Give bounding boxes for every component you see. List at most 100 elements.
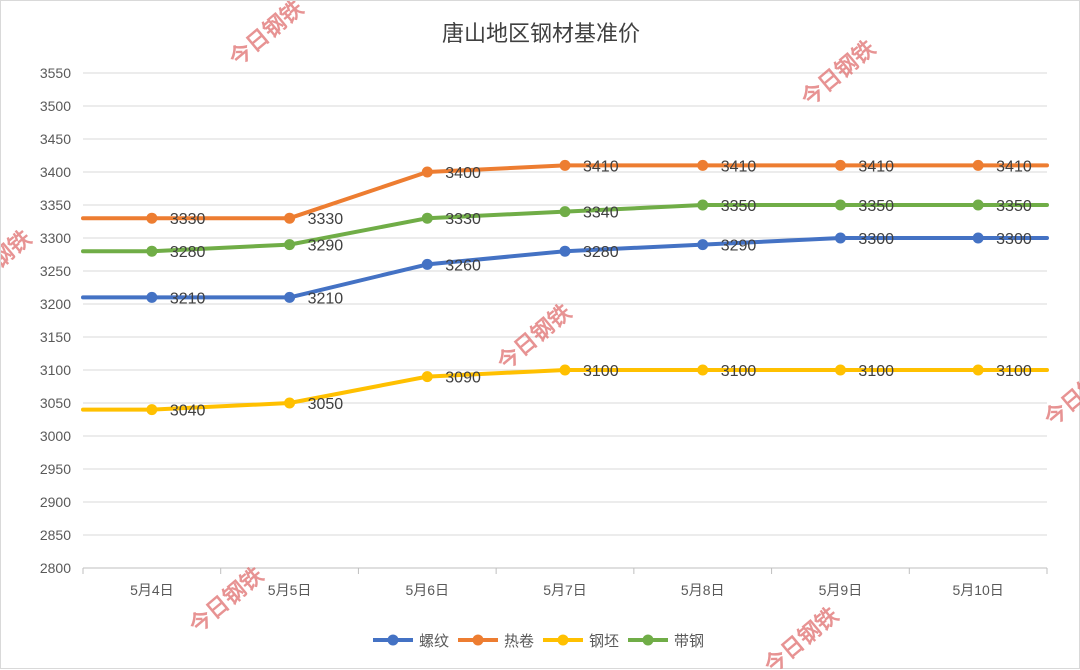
- data-label: 3410: [996, 158, 1032, 175]
- legend-marker: [557, 634, 569, 646]
- data-point[interactable]: [559, 364, 571, 376]
- data-point[interactable]: [559, 245, 571, 257]
- x-axis-tick-labels: 5月4日 5月5日 5月6日 5月7日 5月8日 5月9日 5月10日: [130, 582, 1004, 598]
- y-tick-label: 3350: [40, 197, 71, 213]
- x-tick-label: 5月4日: [130, 582, 174, 598]
- y-tick-label: 3500: [40, 98, 71, 114]
- y-tick-label: 3300: [40, 230, 71, 246]
- y-tick-label: 2800: [40, 560, 71, 576]
- data-point[interactable]: [559, 206, 571, 218]
- data-label: 3260: [445, 257, 481, 274]
- legend-label: 热卷: [504, 632, 534, 650]
- data-label: 3400: [445, 165, 481, 182]
- data-point[interactable]: [284, 291, 296, 303]
- data-label: 3100: [583, 363, 619, 380]
- data-label: 3210: [170, 290, 206, 307]
- watermark: 今日钢铁: [796, 35, 880, 111]
- y-axis-tick-labels: 2800 2850 2900 2950 3000 3050 3100 3150 3200 3250…: [40, 65, 71, 576]
- data-point[interactable]: [697, 159, 709, 171]
- data-point[interactable]: [972, 159, 984, 171]
- legend-marker: [387, 634, 399, 646]
- data-label: 3300: [996, 231, 1032, 248]
- y-tick-label: 3100: [40, 362, 71, 378]
- data-point[interactable]: [421, 258, 433, 270]
- watermark: 今日钢铁: [224, 1, 308, 72]
- data-label: 3090: [445, 370, 481, 387]
- series-line[interactable]: [81, 368, 1049, 412]
- y-tick-label: 3150: [40, 329, 71, 345]
- data-label: 3410: [721, 158, 757, 175]
- y-tick-label: 3400: [40, 164, 71, 180]
- data-point[interactable]: [972, 232, 984, 244]
- y-tick-label: 2900: [40, 494, 71, 510]
- x-tick-label: 5月10日: [952, 582, 1003, 598]
- data-point[interactable]: [284, 239, 296, 251]
- data-point[interactable]: [421, 166, 433, 178]
- data-label: 3040: [170, 403, 206, 420]
- data-label: 3410: [858, 158, 894, 175]
- data-point[interactable]: [834, 199, 846, 211]
- data-label: 3210: [308, 290, 344, 307]
- data-point[interactable]: [697, 239, 709, 251]
- data-point[interactable]: [421, 371, 433, 383]
- watermark: 今日钢铁: [1039, 355, 1080, 431]
- watermark: 今日钢铁: [492, 299, 576, 375]
- y-tick-label: 2950: [40, 461, 71, 477]
- data-point[interactable]: [421, 212, 433, 224]
- y-tick-label: 3200: [40, 296, 71, 312]
- data-label: 3330: [170, 211, 206, 228]
- data-label: 3330: [308, 211, 344, 228]
- data-label: 3050: [308, 396, 344, 413]
- data-labels: 3210 3210 3260 3280 3290 3300 3300 3330 3330 3400…: [170, 158, 1032, 419]
- legend-item[interactable]: 螺纹: [373, 632, 449, 650]
- data-point[interactable]: [146, 291, 158, 303]
- chart-title: 唐山地区钢材基准价: [442, 22, 640, 47]
- data-label: 3100: [858, 363, 894, 380]
- legend[interactable]: 螺纹 热卷 钢坯 带钢: [373, 632, 704, 650]
- data-label: 3340: [583, 205, 619, 222]
- x-tick-label: 5月6日: [405, 582, 449, 598]
- data-point[interactable]: [697, 199, 709, 211]
- legend-item[interactable]: 带钢: [628, 632, 704, 650]
- watermark: 今日钢铁: [1, 225, 37, 301]
- x-axis: [82, 567, 1048, 574]
- legend-item[interactable]: 钢坯: [543, 632, 619, 650]
- data-point[interactable]: [559, 159, 571, 171]
- data-point[interactable]: [146, 245, 158, 257]
- data-point[interactable]: [697, 364, 709, 376]
- data-point[interactable]: [972, 199, 984, 211]
- data-point[interactable]: [834, 232, 846, 244]
- data-label: 3350: [996, 198, 1032, 215]
- data-point[interactable]: [146, 404, 158, 416]
- data-label: 3280: [583, 244, 619, 261]
- data-label: 3350: [858, 198, 894, 215]
- data-point[interactable]: [284, 212, 296, 224]
- data-point[interactable]: [972, 364, 984, 376]
- series-lines: [81, 159, 1049, 416]
- x-tick-label: 5月9日: [819, 582, 863, 598]
- data-point[interactable]: [284, 397, 296, 409]
- data-point[interactable]: [834, 364, 846, 376]
- data-label: 3290: [308, 238, 344, 255]
- x-tick-label: 5月7日: [543, 582, 587, 598]
- legend-item[interactable]: 热卷: [458, 632, 534, 650]
- data-label: 3410: [583, 158, 619, 175]
- data-point[interactable]: [146, 212, 158, 224]
- y-tick-label: 3250: [40, 263, 71, 279]
- x-tick-label: 5月8日: [681, 582, 725, 598]
- data-label: 3290: [721, 238, 757, 255]
- legend-label: 带钢: [674, 632, 704, 650]
- data-label: 3100: [996, 363, 1032, 380]
- data-point[interactable]: [834, 159, 846, 171]
- data-label: 3350: [721, 198, 757, 215]
- data-label: 3330: [445, 211, 481, 228]
- legend-marker: [642, 634, 654, 646]
- legend-marker: [472, 634, 484, 646]
- watermark: 今日钢铁: [184, 562, 268, 638]
- x-tick-label: 5月5日: [268, 582, 312, 598]
- data-label: 3280: [170, 244, 206, 261]
- watermark: 今日钢铁: [759, 602, 843, 670]
